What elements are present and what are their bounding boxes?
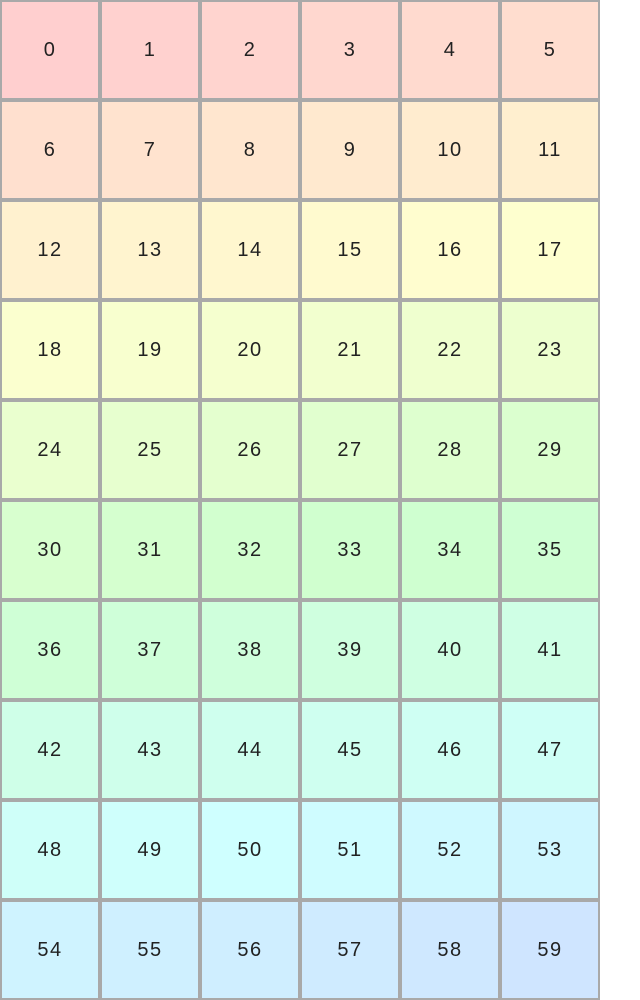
grid-cell[interactable]: 29 bbox=[500, 400, 600, 500]
grid-cell[interactable]: 56 bbox=[200, 900, 300, 1000]
grid-cell[interactable]: 43 bbox=[100, 700, 200, 800]
grid-cell[interactable]: 44 bbox=[200, 700, 300, 800]
grid-cell[interactable]: 25 bbox=[100, 400, 200, 500]
grid-cell[interactable]: 58 bbox=[400, 900, 500, 1000]
grid-cell[interactable]: 31 bbox=[100, 500, 200, 600]
grid-cell[interactable]: 53 bbox=[500, 800, 600, 900]
grid-cell[interactable]: 49 bbox=[100, 800, 200, 900]
grid-cell[interactable]: 39 bbox=[300, 600, 400, 700]
grid-cell[interactable]: 11 bbox=[500, 100, 600, 200]
grid-cell[interactable]: 5 bbox=[500, 0, 600, 100]
grid-cell[interactable]: 36 bbox=[0, 600, 100, 700]
grid-cell[interactable]: 28 bbox=[400, 400, 500, 500]
grid-cell[interactable]: 9 bbox=[300, 100, 400, 200]
grid-cell[interactable]: 19 bbox=[100, 300, 200, 400]
grid-cell[interactable]: 8 bbox=[200, 100, 300, 200]
grid-cell[interactable]: 26 bbox=[200, 400, 300, 500]
grid-cell[interactable]: 10 bbox=[400, 100, 500, 200]
grid-cell[interactable]: 20 bbox=[200, 300, 300, 400]
grid-cell[interactable]: 12 bbox=[0, 200, 100, 300]
grid-cell[interactable]: 24 bbox=[0, 400, 100, 500]
grid-cell[interactable]: 38 bbox=[200, 600, 300, 700]
grid-cell[interactable]: 35 bbox=[500, 500, 600, 600]
grid-cell[interactable]: 48 bbox=[0, 800, 100, 900]
grid-cell[interactable]: 7 bbox=[100, 100, 200, 200]
grid-cell[interactable]: 47 bbox=[500, 700, 600, 800]
grid-cell[interactable]: 51 bbox=[300, 800, 400, 900]
grid-cell[interactable]: 27 bbox=[300, 400, 400, 500]
grid-cell[interactable]: 1 bbox=[100, 0, 200, 100]
grid-cell[interactable]: 17 bbox=[500, 200, 600, 300]
grid-cell[interactable]: 41 bbox=[500, 600, 600, 700]
grid-cell[interactable]: 2 bbox=[200, 0, 300, 100]
grid-cell[interactable]: 0 bbox=[0, 0, 100, 100]
grid-cell[interactable]: 42 bbox=[0, 700, 100, 800]
number-grid: 0 1 2 3 4 5 6 7 8 9 10 11 12 13 14 15 16 17 18 19 20 21 22 23 24… bbox=[0, 0, 600, 1000]
grid-cell[interactable]: 46 bbox=[400, 700, 500, 800]
grid-cell[interactable]: 14 bbox=[200, 200, 300, 300]
grid-cell[interactable]: 23 bbox=[500, 300, 600, 400]
grid-cell[interactable]: 30 bbox=[0, 500, 100, 600]
grid-cell[interactable]: 55 bbox=[100, 900, 200, 1000]
grid-cell[interactable]: 45 bbox=[300, 700, 400, 800]
grid-cell[interactable]: 16 bbox=[400, 200, 500, 300]
grid-cell[interactable]: 4 bbox=[400, 0, 500, 100]
grid-cell[interactable]: 15 bbox=[300, 200, 400, 300]
grid-cell[interactable]: 50 bbox=[200, 800, 300, 900]
grid-cell[interactable]: 33 bbox=[300, 500, 400, 600]
grid-cell[interactable]: 40 bbox=[400, 600, 500, 700]
grid-cell[interactable]: 57 bbox=[300, 900, 400, 1000]
grid-cell[interactable]: 52 bbox=[400, 800, 500, 900]
grid-cell[interactable]: 13 bbox=[100, 200, 200, 300]
grid-cell[interactable]: 3 bbox=[300, 0, 400, 100]
grid-cell[interactable]: 37 bbox=[100, 600, 200, 700]
grid-cell[interactable]: 6 bbox=[0, 100, 100, 200]
grid-cell[interactable]: 21 bbox=[300, 300, 400, 400]
grid-cell[interactable]: 34 bbox=[400, 500, 500, 600]
grid-cell[interactable]: 32 bbox=[200, 500, 300, 600]
grid-cell[interactable]: 54 bbox=[0, 900, 100, 1000]
grid-cell[interactable]: 59 bbox=[500, 900, 600, 1000]
grid-cell[interactable]: 22 bbox=[400, 300, 500, 400]
grid-cell[interactable]: 18 bbox=[0, 300, 100, 400]
